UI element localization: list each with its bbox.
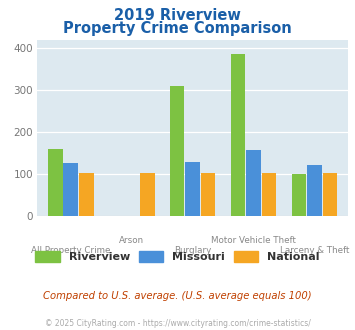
Bar (64, 163, 78, 216)
Bar (246, 150, 261, 216)
Bar (307, 165, 322, 216)
Bar (231, 54, 245, 216)
Bar (170, 86, 184, 216)
Text: Compared to U.S. average. (U.S. average equals 100): Compared to U.S. average. (U.S. average … (43, 291, 312, 301)
Text: Property Crime Comparison: Property Crime Comparison (63, 21, 292, 36)
Bar (140, 173, 154, 216)
Bar (291, 174, 306, 216)
Text: All Property Crime: All Property Crime (31, 246, 110, 255)
Text: Larceny & Theft: Larceny & Theft (280, 246, 349, 255)
Bar (185, 161, 200, 216)
Bar (79, 173, 94, 216)
Bar (48, 149, 62, 216)
Text: Motor Vehicle Theft: Motor Vehicle Theft (211, 236, 296, 245)
Bar (201, 173, 215, 216)
Bar (262, 173, 276, 216)
Text: © 2025 CityRating.com - https://www.cityrating.com/crime-statistics/: © 2025 CityRating.com - https://www.city… (45, 319, 310, 328)
Bar (323, 173, 337, 216)
Text: Burglary: Burglary (174, 246, 211, 255)
Text: 2019 Riverview: 2019 Riverview (114, 8, 241, 23)
Legend: Riverview, Missouri, National: Riverview, Missouri, National (31, 247, 324, 267)
Text: Arson: Arson (119, 236, 144, 245)
